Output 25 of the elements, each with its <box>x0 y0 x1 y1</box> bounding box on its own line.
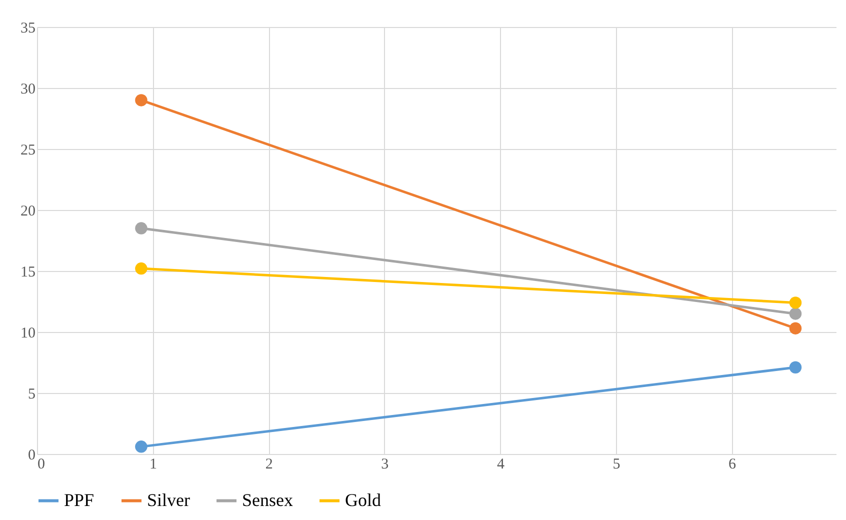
point <box>789 361 802 374</box>
point <box>789 296 802 309</box>
y-tick-label: 5 <box>28 386 36 402</box>
x-tick-label: 2 <box>265 456 273 472</box>
point <box>135 94 148 106</box>
point <box>135 440 148 453</box>
legend-label: Sensex <box>242 490 293 510</box>
y-tick-label: 10 <box>20 326 36 342</box>
y-tick-label: 25 <box>20 142 36 158</box>
y-tick-label: 35 <box>20 20 36 36</box>
y-tick-label: 20 <box>20 204 36 220</box>
legend-label: Gold <box>345 490 381 510</box>
x-tick-label: 3 <box>381 456 389 472</box>
point <box>135 222 148 234</box>
x-tick-label: 4 <box>496 456 505 472</box>
point <box>135 262 148 275</box>
y-tick-label: 15 <box>20 264 36 280</box>
y-tick-label: 30 <box>20 82 36 98</box>
x-tick-label: 1 <box>150 456 158 472</box>
legend-label: PPF <box>64 490 94 510</box>
x-tick-label: 5 <box>612 456 620 472</box>
point <box>789 308 802 320</box>
legend-label: Silver <box>147 490 190 510</box>
point <box>789 322 802 334</box>
x-tick-label: 6 <box>728 456 737 472</box>
